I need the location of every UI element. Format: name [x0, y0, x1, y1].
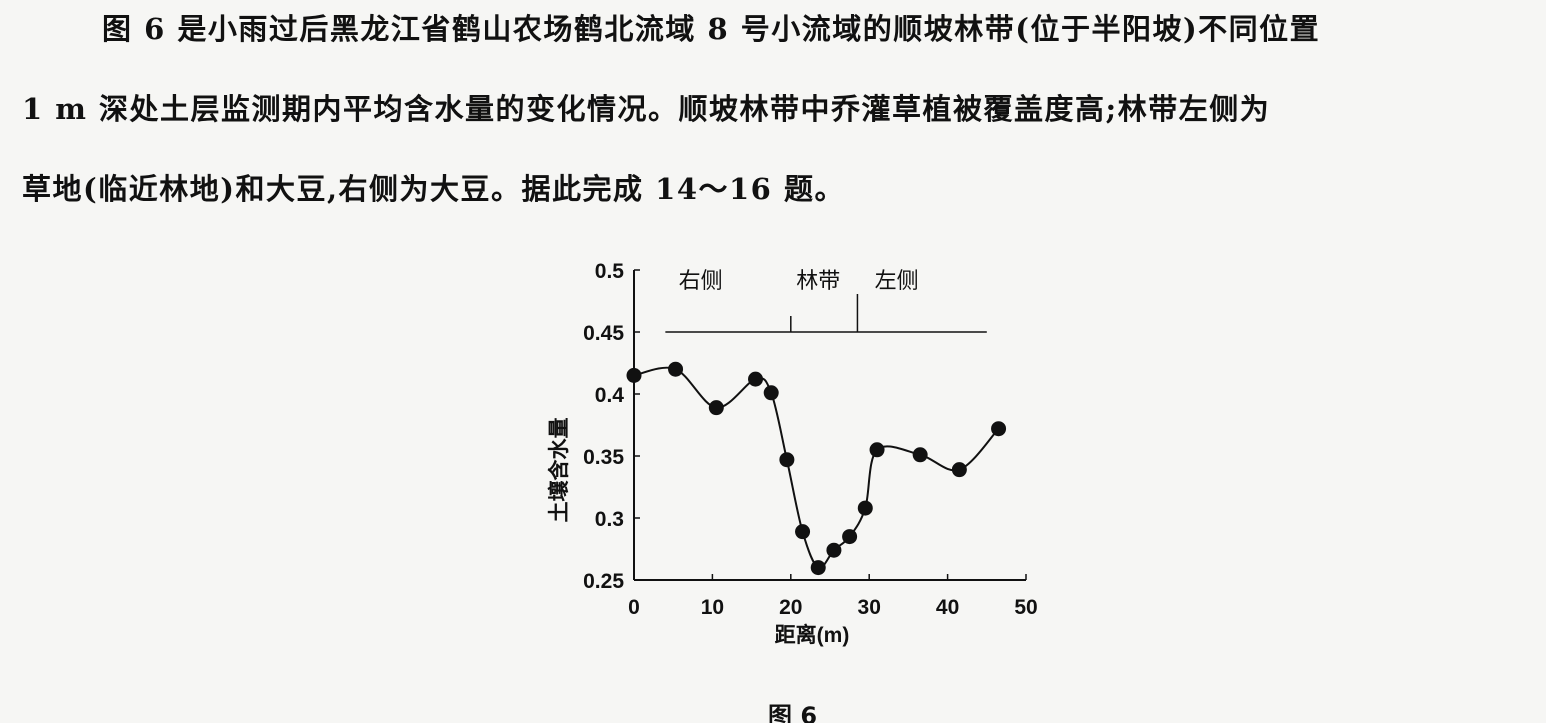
data-point: [857, 500, 873, 516]
x-tick-label: 10: [701, 596, 724, 619]
data-point: [869, 442, 885, 458]
x-tick-label: 40: [936, 596, 959, 619]
data-point: [763, 385, 779, 401]
data-point: [795, 524, 811, 540]
data-point: [991, 421, 1007, 437]
y-tick-label: 0.25: [583, 570, 624, 593]
data-point: [951, 462, 967, 478]
data-point: [826, 542, 842, 558]
y-tick-label: 0.4: [595, 384, 625, 407]
zone-label: 林带: [796, 268, 840, 293]
zone-label: 左侧: [875, 268, 919, 293]
series-line: [633, 366, 1000, 569]
x-tick-label: 0: [628, 596, 640, 619]
y-tick-label: 0.3: [595, 508, 624, 531]
y-axis-label: 土壤含水量: [547, 418, 571, 523]
data-point: [842, 529, 858, 545]
question-text-line-3: 草地(临近林地)和大豆,右侧为大豆。据此完成 14～16 题。: [22, 172, 845, 206]
y-tick-label: 0.45: [583, 322, 624, 345]
data-point: [668, 361, 684, 377]
data-point: [779, 452, 795, 468]
data-point: [912, 447, 928, 463]
data-point: [810, 560, 826, 576]
data-point: [748, 371, 764, 387]
data-point: [626, 367, 642, 383]
figure-caption: 图 6: [768, 702, 818, 723]
question-text-line-2: 1 m 深处土层监测期内平均含水量的变化情况。顺坡林带中乔灌草植被覆盖度高;林带…: [22, 92, 1271, 126]
y-tick-label: 0.5: [595, 260, 625, 283]
x-tick-label: 20: [779, 596, 802, 619]
x-axis-label: 距离(m): [775, 623, 850, 647]
data-point: [708, 400, 724, 416]
question-text-line-1: 图 6 是小雨过后黑龙江省鹤山农场鹤北流域 8 号小流域的顺坡林带(位于半阳坡)…: [102, 12, 1321, 46]
y-tick-label: 0.35: [583, 446, 624, 469]
x-tick-label: 50: [1014, 596, 1037, 619]
soil-moisture-chart: 0.25 0.3 0.35 0.4 0.45 0.5 0 10 20 30 40 50 距离(m) 土壤含…: [547, 260, 1038, 647]
x-tick-label: 30: [858, 596, 881, 619]
zone-label: 右侧: [679, 268, 723, 293]
